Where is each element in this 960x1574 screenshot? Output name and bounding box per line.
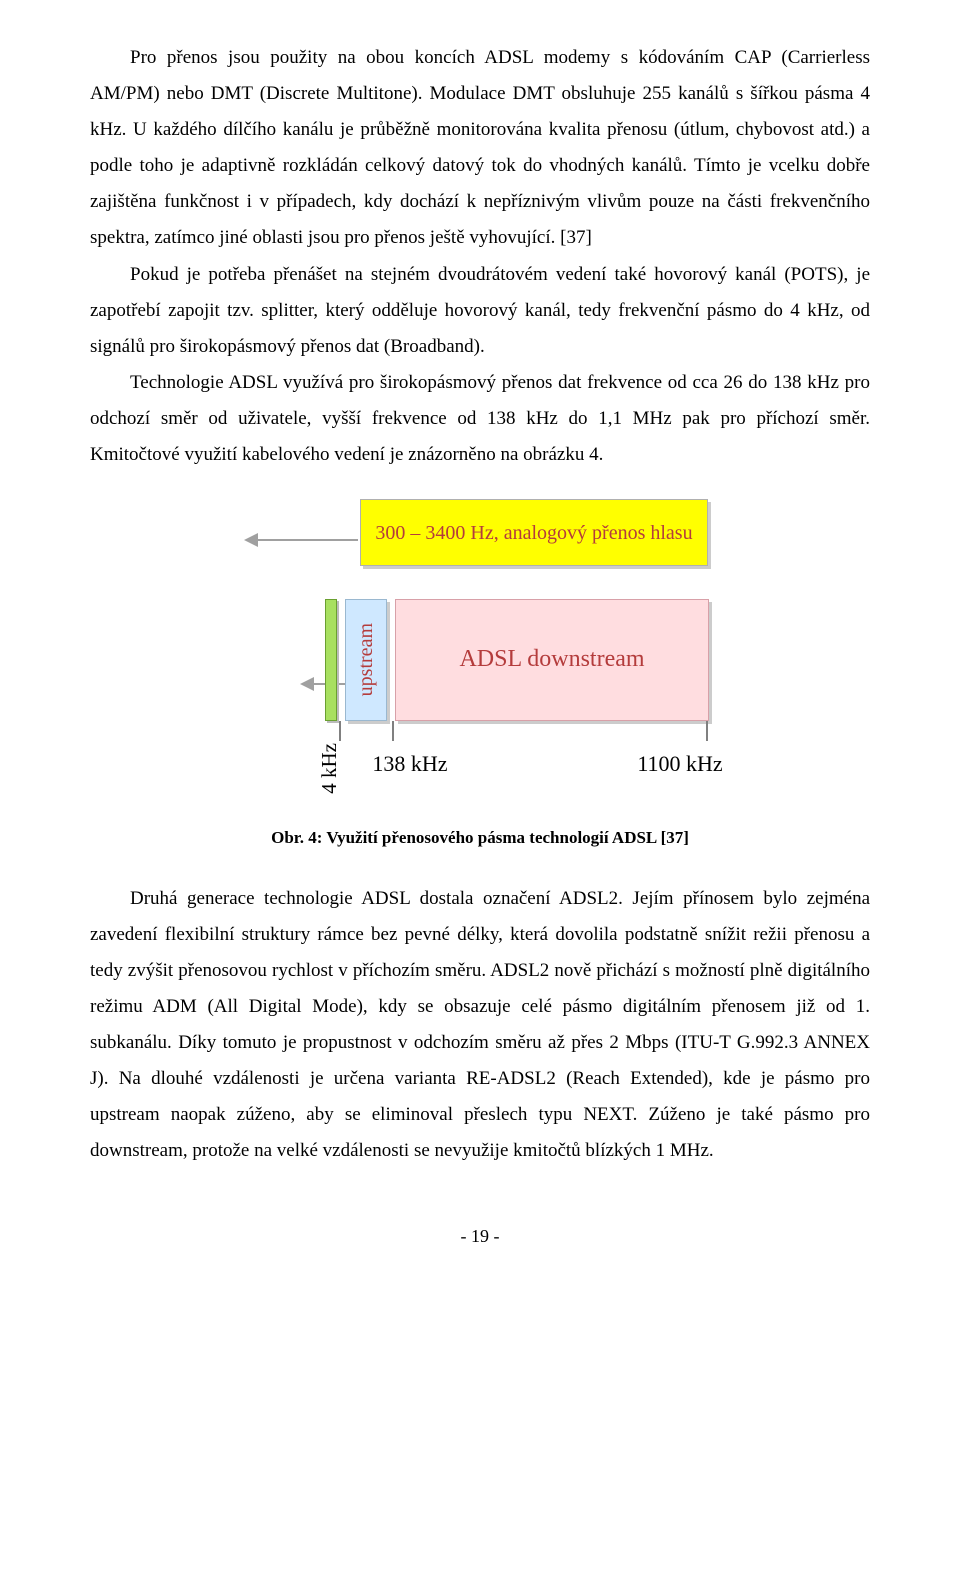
voice-band-box: 300 – 3400 Hz, analogový přenos hlasu: [360, 499, 708, 566]
figure-4-container: 300 – 3400 Hz, analogový přenos hlasu up…: [90, 499, 870, 812]
paragraph-2: Pokud je potřeba přenášet na stejném dvo…: [90, 257, 870, 365]
arrow-icon: [300, 677, 314, 691]
arrow-icon: [244, 533, 258, 547]
page-number: - 19 -: [90, 1219, 870, 1253]
paragraph-1: Pro přenos jsou použity na obou koncích …: [90, 40, 870, 257]
upstream-box: upstream: [345, 599, 387, 721]
downstream-box: ADSL downstream: [395, 599, 709, 721]
axis-tick: [392, 721, 394, 741]
voice-freq-bar: [325, 599, 337, 721]
document-page: Pro přenos jsou použity na obou koncích …: [0, 0, 960, 1293]
upstream-label: upstream: [347, 623, 385, 696]
adsl-spectrum-diagram: 300 – 3400 Hz, analogový přenos hlasu up…: [240, 499, 720, 799]
downstream-label: ADSL downstream: [459, 637, 644, 683]
axis-label-1100khz: 1100 kHz: [620, 743, 740, 785]
axis-tick: [339, 721, 341, 741]
axis-tick: [706, 721, 708, 741]
figure-caption: Obr. 4: Využití přenosového pásma techno…: [90, 822, 870, 854]
paragraph-3: Technologie ADSL využívá pro širokopásmo…: [90, 365, 870, 473]
paragraph-4: Druhá generace technologie ADSL dostala …: [90, 881, 870, 1170]
axis-label-138khz: 138 kHz: [360, 743, 460, 785]
voice-band-label: 300 – 3400 Hz, analogový přenos hlasu: [375, 521, 692, 545]
